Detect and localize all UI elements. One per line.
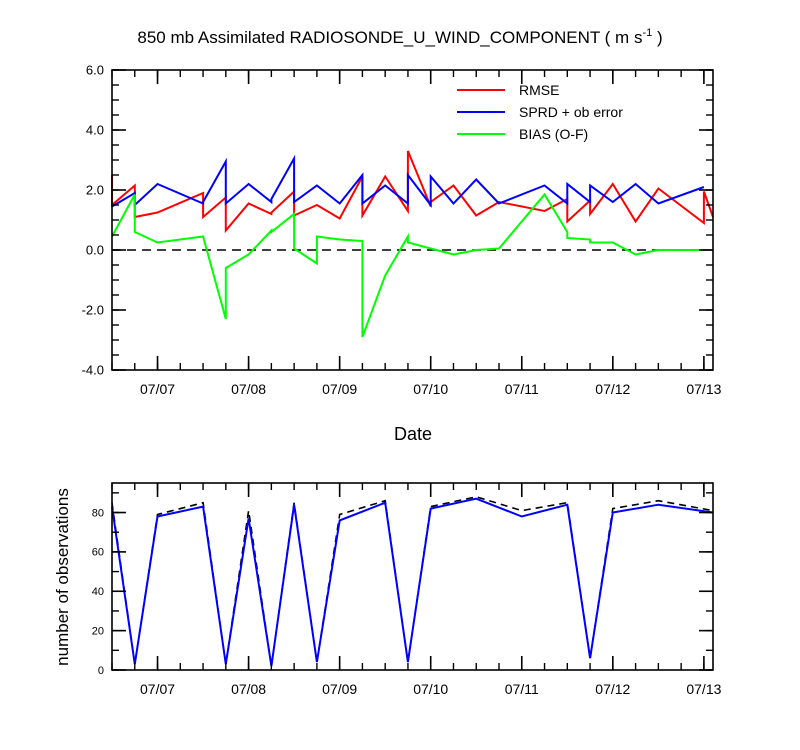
x-tick-label: 07/12 [595, 381, 630, 397]
x-tick-label: 07/07 [140, 381, 175, 397]
y-tick-label: 0.0 [86, 243, 104, 258]
series-line-sprd-ob-error [111, 154, 705, 208]
x-tick-label: 07/11 [505, 681, 539, 697]
series-line-rmse [111, 150, 714, 234]
y-tick-label: 40 [92, 586, 104, 598]
top-panel: 07/07 07/08 07/09 07/10 07/11 07/12 07/13 6.0 4.… [82, 63, 722, 397]
x-tick-label: 07/10 [413, 381, 448, 397]
x-tick-label: 07/13 [686, 381, 721, 397]
plot-frame [111, 482, 714, 671]
x-axis-label: Date [394, 424, 432, 444]
chart-title: 850 mb Assimilated RADIOSONDE_U_WIND_COM… [137, 27, 662, 47]
legend-label: SPRD + ob error [519, 104, 623, 120]
legend-label: RMSE [519, 82, 559, 98]
x-tick-label: 07/08 [231, 681, 266, 697]
x-tick-label: 07/07 [140, 681, 175, 697]
y-tick-label: 60 [92, 547, 104, 559]
legend-label: BIAS (O-F) [519, 126, 588, 142]
y-tick-label: 6.0 [86, 63, 104, 78]
series-line-used [111, 497, 714, 667]
y-tick-label: 20 [92, 625, 104, 637]
y-tick-label: -2.0 [82, 303, 104, 318]
x-tick-label: 07/08 [231, 381, 266, 397]
legend-entry-sprd-ob-error: SPRD + ob error [457, 104, 623, 120]
y-tick-label: 4.0 [86, 123, 104, 138]
legend-entry-rmse: RMSE [457, 82, 559, 98]
bottom-panel: 07/07 07/08 07/09 07/10 07/11 07/12 07/13 80 60 4… [92, 482, 722, 697]
y-tick-label: 2.0 [86, 183, 104, 198]
y-tick-label: -4.0 [82, 363, 104, 378]
x-tick-label: 07/09 [322, 681, 357, 697]
series-line-possible [111, 495, 714, 667]
x-tick-label: 07/09 [322, 381, 357, 397]
y-tick-label: 80 [92, 507, 104, 519]
x-tick-label: 07/12 [595, 681, 630, 697]
y-axis-label-observations: number of observations [53, 488, 72, 666]
legend-entry-bias-o-f-: BIAS (O-F) [457, 126, 588, 142]
series-line-bias-o-f- [111, 192, 704, 338]
x-tick-label: 07/11 [505, 381, 539, 397]
y-tick-label: 0 [98, 665, 104, 677]
x-tick-label: 07/10 [413, 681, 448, 697]
x-tick-label: 07/13 [686, 681, 721, 697]
